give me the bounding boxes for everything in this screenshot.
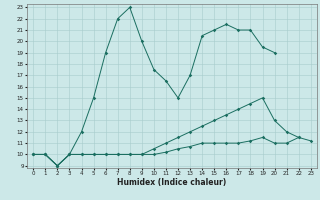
X-axis label: Humidex (Indice chaleur): Humidex (Indice chaleur) xyxy=(117,178,227,187)
